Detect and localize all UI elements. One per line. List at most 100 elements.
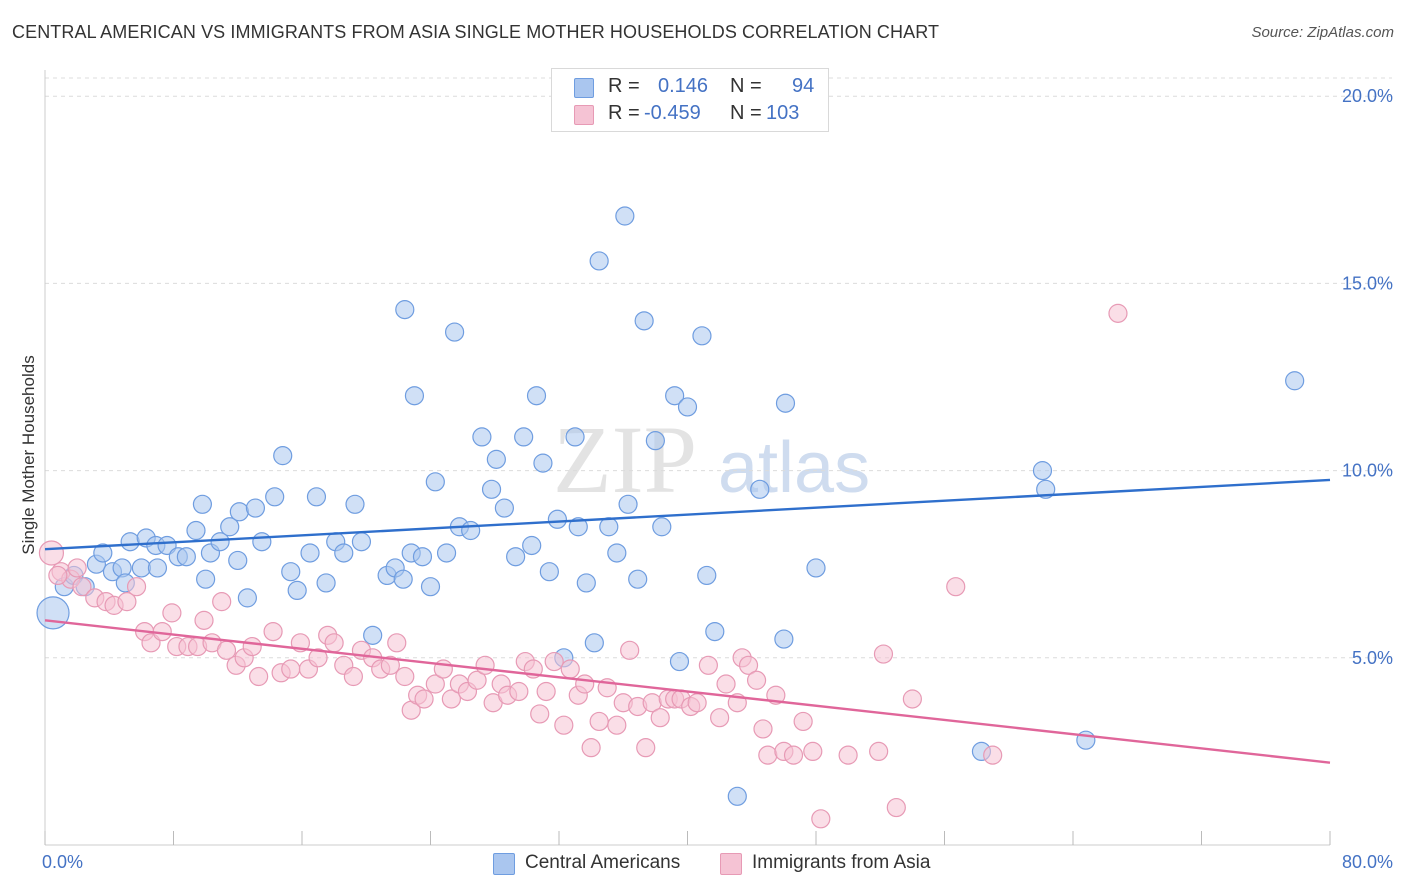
legend-r-label: R =	[608, 75, 640, 97]
point-central-americans	[533, 453, 553, 473]
point-central-americans	[1285, 371, 1305, 391]
point-immigrants-from-asia	[560, 659, 580, 679]
legend-n-label: N =	[730, 102, 762, 124]
point-central-americans	[228, 550, 248, 571]
point-immigrants-from-asia	[716, 674, 736, 694]
point-central-americans	[599, 517, 619, 537]
point-central-americans	[727, 786, 747, 806]
point-central-americans	[494, 498, 514, 518]
point-immigrants-from-asia	[194, 610, 214, 630]
point-immigrants-from-asia	[554, 715, 574, 735]
point-immigrants-from-asia	[308, 648, 328, 668]
point-immigrants-from-asia	[1108, 303, 1128, 323]
legend-n-value: 94	[792, 75, 815, 97]
point-central-americans	[589, 251, 609, 271]
point-immigrants-from-asia	[324, 633, 344, 653]
point-immigrants-from-asia	[581, 738, 601, 758]
point-central-americans	[220, 517, 240, 537]
point-central-americans	[677, 397, 698, 417]
point-central-americans	[576, 573, 596, 593]
watermark-zip: ZIP	[553, 406, 697, 513]
point-central-americans	[444, 322, 465, 342]
point-immigrants-from-asia	[886, 797, 906, 818]
point-central-americans	[176, 547, 196, 567]
point-central-americans	[652, 517, 672, 537]
point-central-americans	[565, 427, 585, 447]
point-central-americans	[514, 427, 534, 447]
point-central-americans	[1036, 479, 1056, 499]
point-immigrants-from-asia	[212, 592, 232, 612]
point-central-americans	[806, 558, 826, 578]
point-immigrants-from-asia	[249, 666, 269, 687]
point-immigrants-from-asia	[698, 655, 718, 675]
source-label: Source: ZipAtlas.com	[1251, 24, 1394, 41]
point-immigrants-from-asia	[811, 809, 831, 829]
point-central-americans	[363, 625, 383, 645]
point-immigrants-from-asia	[387, 633, 407, 653]
point-central-americans	[192, 494, 213, 514]
point-immigrants-from-asia	[380, 655, 400, 675]
point-central-americans	[692, 326, 712, 346]
legend-r-value: 0.146	[658, 75, 709, 97]
chart-title: CENTRAL AMERICAN VS IMMIGRANTS FROM ASIA…	[12, 22, 940, 42]
trendline-central-americans	[44, 478, 1331, 551]
point-central-americans	[345, 494, 365, 514]
point-central-americans	[420, 577, 441, 597]
point-immigrants-from-asia	[441, 689, 461, 709]
point-central-americans	[196, 569, 216, 589]
point-immigrants-from-asia	[650, 708, 670, 728]
point-immigrants-from-asia	[530, 704, 550, 724]
point-immigrants-from-asia	[710, 708, 730, 728]
legend: R = 0.146 N = 94 R = -0.459 N = 103	[551, 68, 829, 132]
point-immigrants-from-asia	[281, 659, 301, 679]
y-tick-label: 10.0%	[1342, 461, 1393, 481]
point-immigrants-from-asia	[263, 621, 283, 642]
legend-n-label: N =	[730, 75, 762, 97]
point-central-americans	[665, 386, 685, 406]
point-immigrants-from-asia	[536, 681, 556, 702]
point-central-americans	[522, 535, 542, 556]
legend-r-label: R =	[608, 102, 640, 124]
data-points	[36, 206, 1305, 829]
point-immigrants-from-asia	[48, 565, 68, 586]
point-immigrants-from-asia	[343, 666, 363, 687]
x-tick-label-min: 0.0%	[42, 852, 84, 872]
point-central-americans	[131, 558, 151, 578]
point-central-americans	[245, 498, 266, 518]
point-central-americans	[618, 494, 638, 514]
point-immigrants-from-asia	[873, 644, 894, 664]
trendline-immigrants-from-asia	[44, 619, 1331, 764]
point-immigrants-from-asia	[575, 674, 595, 694]
point-immigrants-from-asia	[67, 558, 87, 578]
point-central-americans	[229, 502, 249, 522]
y-tick-labels: 5.0% 10.0% 15.0% 20.0%	[1342, 86, 1393, 668]
point-central-americans	[93, 543, 113, 563]
point-immigrants-from-asia	[38, 540, 65, 566]
point-central-americans	[645, 431, 665, 451]
point-central-americans	[461, 520, 481, 541]
point-central-americans	[526, 386, 547, 406]
point-central-americans	[412, 547, 433, 567]
point-immigrants-from-asia	[636, 738, 656, 758]
x-tick-label-max: 80.0%	[1341, 852, 1393, 872]
bottom-legend-swatch-pink	[720, 853, 742, 875]
point-central-americans	[351, 532, 372, 552]
legend-r-value: -0.459	[644, 102, 701, 124]
point-central-americans	[628, 569, 648, 589]
point-immigrants-from-asia	[72, 577, 92, 597]
point-immigrants-from-asia	[753, 719, 773, 739]
point-central-americans	[539, 562, 559, 582]
point-immigrants-from-asia	[838, 745, 858, 765]
point-immigrants-from-asia	[607, 715, 627, 735]
point-central-americans	[36, 596, 70, 630]
point-central-americans	[615, 206, 635, 226]
point-immigrants-from-asia	[544, 651, 564, 672]
point-immigrants-from-asia	[475, 655, 495, 675]
point-immigrants-from-asia	[467, 670, 487, 690]
point-immigrants-from-asia	[783, 745, 804, 765]
point-central-americans	[306, 487, 327, 507]
point-central-americans	[120, 532, 140, 552]
point-central-americans	[584, 633, 604, 653]
legend-swatch-blue	[574, 78, 594, 98]
